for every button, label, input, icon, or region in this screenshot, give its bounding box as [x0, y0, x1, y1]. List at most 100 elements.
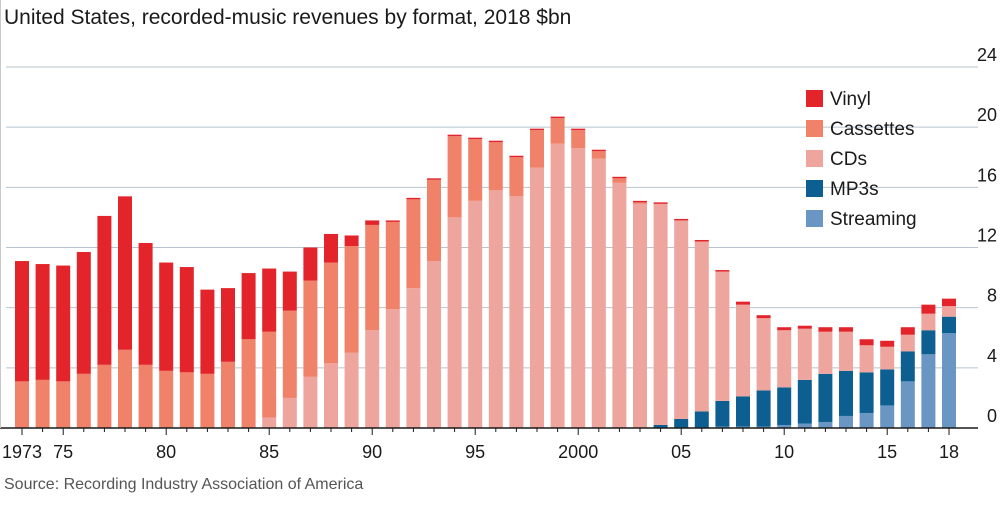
bar-cassettes-1997 — [509, 157, 524, 197]
bar-cassettes-1992 — [406, 199, 421, 289]
legend-item-cassettes: Cassettes — [806, 119, 914, 140]
bar-cds-1998 — [530, 167, 544, 428]
bar-cassettes-1987 — [303, 280, 318, 377]
y-tick-label: 12 — [977, 226, 997, 246]
bar-mp3s-2016 — [900, 351, 915, 382]
bar-vinyl-1986 — [282, 271, 297, 311]
bar-streaming-2015 — [880, 405, 895, 428]
bar-vinyl-1990 — [365, 220, 380, 225]
bar-cassettes-1994 — [447, 136, 462, 218]
x-tick-label: 80 — [156, 442, 176, 462]
x-tick-label: 1973 — [2, 442, 42, 462]
bar-vinyl-1989 — [344, 235, 359, 246]
bar-vinyl-2013 — [839, 327, 853, 332]
x-tick-label: 75 — [53, 442, 73, 462]
bar-vinyl-2009 — [756, 315, 771, 319]
legend-label: Streaming — [830, 209, 917, 230]
bar-cassettes-2003 — [633, 202, 647, 204]
bar-streaming-2011 — [797, 423, 812, 428]
bar-vinyl-1994 — [447, 134, 462, 137]
bar-vinyl-1975 — [56, 265, 71, 382]
bar-vinyl-2015 — [880, 340, 895, 347]
bar-cds-2018 — [942, 306, 956, 317]
bar-cassettes-1979 — [138, 364, 153, 428]
x-tick-label: 05 — [671, 442, 691, 462]
bar-cds-2012 — [818, 331, 833, 374]
bar-mp3s-2013 — [839, 370, 853, 416]
bar-cassettes-1982 — [200, 373, 215, 428]
bar-cds-2003 — [633, 203, 647, 428]
legend-label: CDs — [830, 149, 867, 170]
chart-source: Source: Recording Industry Association o… — [4, 476, 364, 493]
bar-mp3s-2018 — [942, 316, 956, 334]
axes: 0 4 8 12 16 20 24 1973 75 80 85 90 95 2000 05 10 15 18 — [0, 0, 997, 462]
bar-streaming-2010 — [777, 424, 792, 428]
bar-cds-2002 — [612, 182, 627, 428]
legend-item-mp3s: MP3s — [806, 179, 879, 200]
x-tick-label: 2000 — [558, 442, 598, 462]
bar-cds-1995 — [468, 200, 483, 428]
bar-cassettes-1981 — [179, 372, 194, 428]
bar-cds-1993 — [427, 261, 441, 428]
bar-cassettes-1989 — [344, 246, 359, 353]
chart-title: United States, recorded-music revenues b… — [4, 6, 572, 29]
bar-vinyl-1991 — [385, 220, 400, 222]
bar-cassettes-2002 — [612, 178, 627, 183]
bar-cds-1999 — [550, 143, 565, 428]
legend-swatch — [806, 180, 823, 197]
bar-mp3s-2008 — [736, 396, 750, 427]
bar-cds-1992 — [406, 288, 421, 428]
bar-vinyl-2016 — [900, 327, 915, 335]
x-tick-label: 15 — [877, 442, 897, 462]
bar-cassettes-1978 — [118, 349, 132, 428]
bar-cassettes-1996 — [488, 142, 503, 191]
bar-cassettes-1973 — [15, 381, 29, 428]
bar-cassettes-1974 — [35, 379, 50, 428]
x-tick-label: 90 — [362, 442, 382, 462]
bar-vinyl-1978 — [118, 196, 132, 350]
bar-vinyl-1973 — [15, 261, 29, 382]
bar-vinyl-2000 — [571, 128, 586, 131]
bar-vinyl-2018 — [942, 298, 956, 307]
bar-mp3s-2006 — [694, 411, 709, 428]
y-tick-label: 0 — [987, 406, 997, 426]
bar-mp3s-2010 — [777, 387, 792, 425]
bar-vinyl-2001 — [591, 149, 606, 152]
bar-cds-2007 — [715, 271, 730, 401]
bar-vinyl-1987 — [303, 247, 318, 281]
bar-vinyl-1995 — [468, 137, 483, 140]
bar-vinyl-1985 — [262, 268, 277, 332]
bars — [15, 116, 956, 428]
bar-streaming-2016 — [900, 381, 915, 428]
bar-cassettes-1990 — [365, 224, 380, 331]
bar-vinyl-1997 — [509, 155, 524, 158]
x-tick-label: 10 — [774, 442, 794, 462]
bar-vinyl-1982 — [200, 289, 215, 374]
bar-cds-2005 — [674, 220, 689, 419]
bar-vinyl-1977 — [97, 215, 112, 365]
bar-vinyl-2010 — [777, 327, 792, 331]
x-tick-label: 18 — [939, 442, 959, 462]
legend-swatch — [806, 150, 823, 167]
bar-cds-2016 — [900, 334, 915, 352]
bar-cassettes-1983 — [221, 361, 235, 428]
y-tick-label: 20 — [977, 105, 997, 125]
bar-cds-2017 — [921, 313, 936, 331]
bar-cds-2000 — [571, 148, 586, 428]
bar-vinyl-1980 — [159, 262, 174, 371]
bar-vinyl-1999 — [550, 116, 565, 119]
bar-vinyl-2008 — [736, 301, 750, 305]
bar-mp3s-2015 — [880, 369, 895, 406]
bar-vinyl-1998 — [530, 128, 544, 131]
bar-vinyl-2006 — [694, 239, 709, 242]
bar-vinyl-1996 — [488, 140, 503, 143]
bar-mp3s-2004 — [653, 424, 668, 428]
bar-vinyl-1993 — [427, 178, 441, 180]
bar-cds-2015 — [880, 346, 895, 370]
bar-cds-1994 — [447, 217, 462, 428]
bar-cds-1990 — [365, 330, 380, 428]
bar-cds-2004 — [653, 203, 668, 425]
x-tick-label: 95 — [465, 442, 485, 462]
bar-cds-2014 — [859, 345, 874, 373]
